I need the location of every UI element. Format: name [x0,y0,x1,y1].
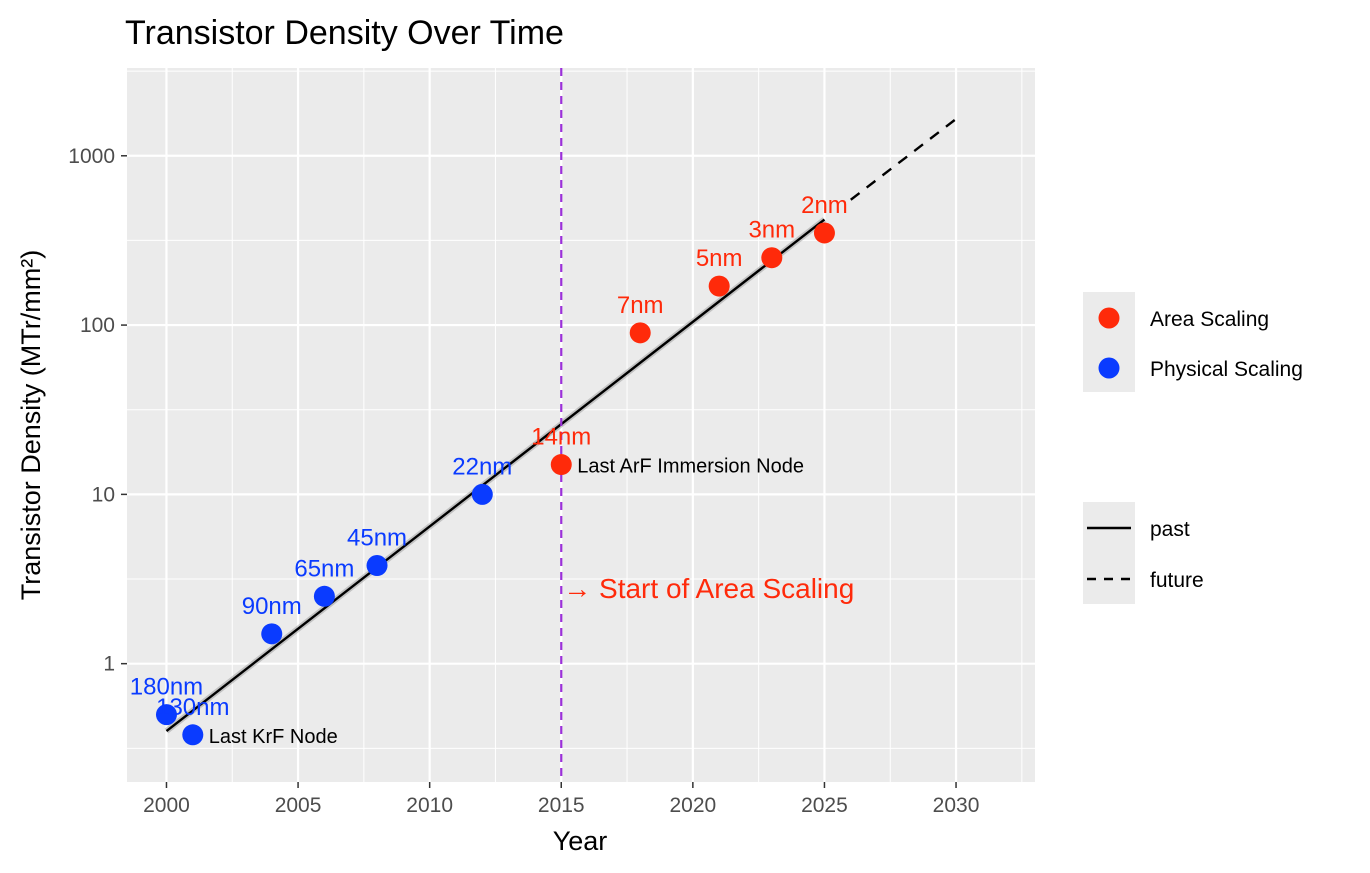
x-tick-label: 2025 [801,794,848,817]
data-point [261,623,283,645]
data-point [708,275,730,297]
data-point [155,704,177,726]
legend-label: past [1150,518,1190,541]
y-axis: 1 10 100 1000 [68,145,127,676]
data-point [761,247,783,269]
data-points [155,222,835,746]
legend-label: Physical Scaling [1150,358,1303,381]
point-label: 14nm [531,424,591,451]
x-axis-title: Year [553,826,608,856]
x-tick-label: 2030 [933,794,980,817]
point-label: 3nm [748,217,795,244]
data-point [813,222,835,244]
y-axis-title: Transistor Density (MTr/mm²) [16,250,46,601]
y-tick-label: 1 [103,653,115,676]
point-label: 22nm [452,453,512,480]
point-label: 5nm [696,245,743,272]
data-point [629,322,651,344]
x-tick-label: 2010 [406,794,453,817]
x-tick-label: 2005 [275,794,322,817]
data-point [366,555,388,577]
legend-linetype: past future [1083,502,1204,604]
legend-color: Area Scaling Physical Scaling [1083,292,1303,392]
legend-label: Area Scaling [1150,308,1269,331]
trend-line-past [165,218,826,732]
point-label: 65nm [294,555,354,582]
legend-label: future [1150,569,1204,592]
point-label: 45nm [347,525,407,552]
annotation-area-scaling: → Start of Area Scaling [563,573,854,604]
x-tick-label: 2000 [143,794,190,817]
point-label: 180nm [130,674,203,701]
data-point [313,585,335,607]
y-tick-label: 100 [80,314,115,337]
trend-lines [164,118,957,734]
x-tick-label: 2020 [669,794,716,817]
y-tick-label: 10 [92,483,115,506]
x-tick-label: 2015 [538,794,585,817]
legend-key-bg [1083,502,1135,604]
data-point [471,483,493,505]
legend-key-point [1098,307,1120,329]
y-tick-label: 1000 [68,145,115,168]
point-label: 2nm [801,192,848,219]
point-label: 7nm [617,292,664,319]
trend-line-future [850,118,957,201]
annotation: Last KrF Node [209,726,338,748]
data-point [182,724,204,746]
point-label: 130nm [156,694,229,721]
point-label: 90nm [242,593,302,620]
annotations: Last KrF Node Last ArF Immersion Node → St… [209,456,855,748]
chart-title: Transistor Density Over Time [125,14,564,52]
annotation: Last ArF Immersion Node [577,456,804,478]
legend-key-point [1098,357,1120,379]
x-axis: 2000 2005 2010 2015 2020 2025 2030 [143,782,979,817]
data-point [550,454,572,476]
